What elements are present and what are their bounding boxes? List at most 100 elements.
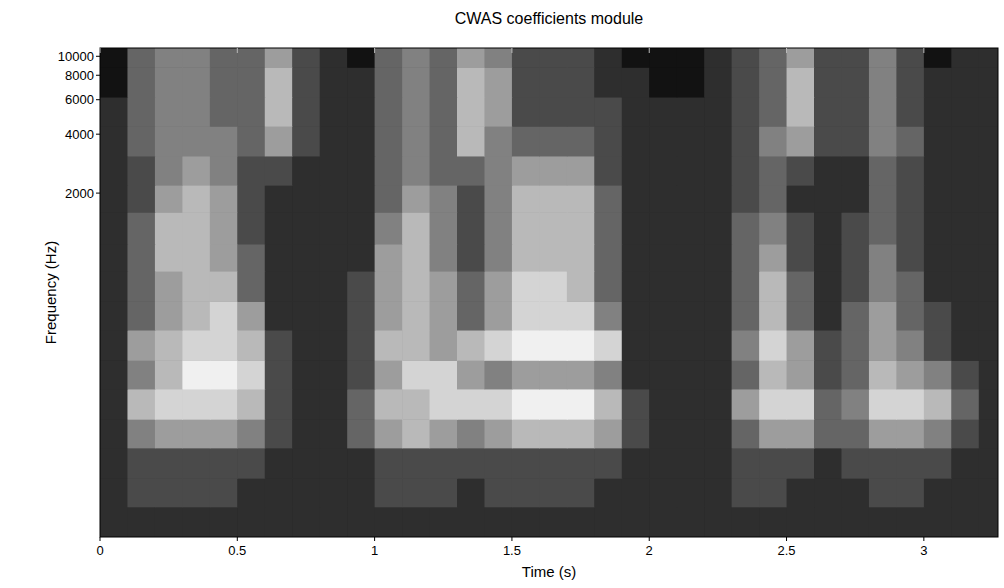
cell <box>567 478 595 507</box>
cell <box>100 67 128 97</box>
cell <box>347 301 375 330</box>
x-tick-top <box>923 48 924 53</box>
cell <box>292 126 320 156</box>
cell <box>539 97 567 127</box>
cell <box>539 271 567 302</box>
cell <box>484 185 512 213</box>
cell <box>704 507 732 537</box>
cell <box>430 448 458 479</box>
cell <box>375 330 403 361</box>
cell <box>539 448 567 479</box>
cell <box>924 330 952 361</box>
cell <box>484 212 512 244</box>
cell <box>347 67 375 97</box>
cell <box>237 389 265 420</box>
cell <box>430 48 458 68</box>
cell <box>237 330 265 361</box>
cell <box>402 330 430 361</box>
x-tick-label: 2 <box>646 543 653 558</box>
cell <box>704 126 732 156</box>
cell <box>512 97 540 127</box>
cell <box>732 360 760 389</box>
cell <box>100 271 128 302</box>
cell <box>210 185 238 213</box>
cell <box>594 301 622 330</box>
cell <box>100 360 128 389</box>
cell <box>677 48 705 68</box>
cell <box>457 126 485 156</box>
x-tick <box>649 537 650 541</box>
cell <box>320 360 348 389</box>
cell <box>732 97 760 127</box>
cell <box>347 271 375 302</box>
cell <box>100 185 128 213</box>
cell <box>951 507 979 537</box>
cell <box>155 478 183 507</box>
cell <box>704 301 732 330</box>
y-tick <box>96 75 100 76</box>
cell <box>924 97 952 127</box>
cell <box>594 389 622 420</box>
cell <box>814 271 842 302</box>
cell <box>127 156 155 186</box>
cell <box>402 67 430 97</box>
cell <box>787 97 815 127</box>
cell <box>210 389 238 420</box>
cell <box>182 419 210 448</box>
cell <box>979 48 998 68</box>
cell <box>814 126 842 156</box>
cell <box>237 271 265 302</box>
cell <box>622 97 650 127</box>
cell <box>539 185 567 213</box>
cell <box>732 185 760 213</box>
x-tick-top <box>649 48 650 53</box>
cell <box>210 97 238 127</box>
cell <box>155 389 183 420</box>
cell <box>677 185 705 213</box>
cell <box>649 97 677 127</box>
cell <box>979 478 998 507</box>
cell <box>320 301 348 330</box>
cell <box>237 97 265 127</box>
cell <box>594 185 622 213</box>
cell <box>704 48 732 68</box>
cell <box>402 389 430 420</box>
cell <box>732 419 760 448</box>
cell <box>732 156 760 186</box>
cell <box>127 97 155 127</box>
cell <box>622 478 650 507</box>
x-tick-top <box>374 48 375 53</box>
cell <box>677 478 705 507</box>
cell <box>484 97 512 127</box>
cell <box>484 244 512 272</box>
cell <box>924 271 952 302</box>
cell <box>402 97 430 127</box>
cell <box>869 97 897 127</box>
cell <box>512 478 540 507</box>
cell <box>814 330 842 361</box>
cell <box>567 212 595 244</box>
cell <box>951 48 979 68</box>
cell <box>237 507 265 537</box>
cell <box>127 67 155 97</box>
cell <box>484 48 512 68</box>
cell <box>237 156 265 186</box>
cell <box>320 389 348 420</box>
cell <box>704 478 732 507</box>
cell <box>430 67 458 97</box>
cell <box>732 271 760 302</box>
cell <box>869 67 897 97</box>
cell <box>512 185 540 213</box>
cell <box>237 67 265 97</box>
cell <box>292 244 320 272</box>
cell <box>622 244 650 272</box>
cell <box>100 448 128 479</box>
cell <box>430 301 458 330</box>
cell <box>869 389 897 420</box>
cell <box>539 156 567 186</box>
cell <box>100 156 128 186</box>
cell <box>512 419 540 448</box>
cell <box>100 507 128 537</box>
cell <box>484 448 512 479</box>
cell <box>567 419 595 448</box>
